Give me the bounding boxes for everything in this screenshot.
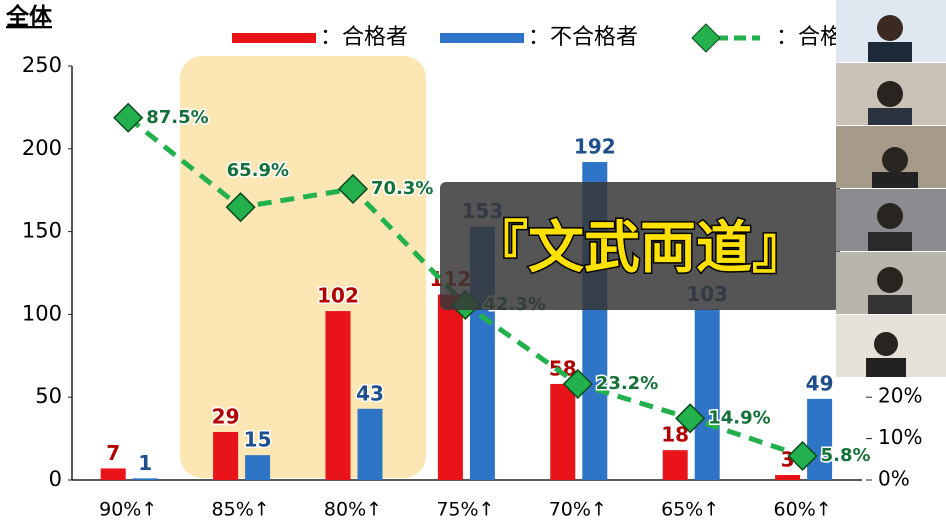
rate-label: 70.3% — [371, 178, 433, 199]
bar — [325, 311, 351, 480]
bar — [807, 398, 833, 480]
y2-tick-label: 20% — [878, 384, 922, 408]
rate-marker — [225, 192, 256, 223]
x-tick-label: 90%↑ — [99, 499, 157, 521]
legend-label: ：合格者 — [320, 25, 408, 50]
video-panels — [836, 0, 946, 377]
bar — [245, 455, 271, 480]
overlay-text: 『文武両道』 — [472, 216, 808, 281]
y-tick-label: 50 — [35, 384, 62, 408]
bar — [213, 431, 239, 480]
data-label: 1 — [138, 451, 152, 475]
y-tick-label: 0 — [49, 467, 62, 491]
data-label: 192 — [574, 135, 616, 159]
legend-swatch — [232, 33, 316, 43]
bar — [437, 294, 463, 480]
bar — [662, 450, 688, 480]
legend-swatch — [691, 23, 721, 53]
x-tick-label: 85%↑ — [212, 499, 270, 521]
x-tick-label: 70%↑ — [549, 499, 607, 521]
rate-label: 23.2% — [596, 373, 658, 394]
data-label: 49 — [806, 371, 834, 395]
data-label: 43 — [356, 381, 384, 405]
y-tick-label: 250 — [22, 53, 62, 77]
rate-marker — [337, 173, 369, 205]
rate-marker — [675, 403, 706, 434]
rate-label: 14.9% — [708, 407, 770, 428]
data-label: 29 — [212, 404, 240, 428]
bar — [550, 383, 576, 480]
rate-marker — [562, 368, 593, 400]
y-tick-label: 100 — [22, 301, 62, 325]
rate-marker — [787, 440, 818, 472]
highlight-band — [180, 56, 426, 478]
overlay-box — [440, 182, 840, 310]
chart-title: 全体 — [5, 3, 53, 30]
data-label: 102 — [317, 284, 359, 308]
bar — [132, 478, 158, 480]
data-label: 15 — [244, 428, 272, 452]
legend-label: ：不合格者 — [528, 25, 638, 50]
rate-label: 65.9% — [227, 160, 289, 181]
y-tick-label: 150 — [22, 219, 62, 243]
legend-swatch — [440, 33, 524, 43]
y-tick-label: 200 — [22, 136, 62, 160]
bar — [694, 309, 720, 480]
rate-label: 87.5% — [146, 107, 208, 128]
rate-label: 5.8% — [821, 445, 871, 466]
x-tick-label: 65%↑ — [661, 499, 719, 521]
bar — [100, 468, 126, 480]
rate-marker — [113, 102, 144, 133]
data-label: 7 — [106, 441, 120, 465]
x-tick-label: 75%↑ — [436, 499, 494, 521]
y2-tick-label: 10% — [878, 425, 922, 449]
x-tick-label: 60%↑ — [774, 499, 832, 521]
bar — [357, 408, 383, 480]
x-tick-label: 80%↑ — [324, 499, 382, 521]
y2-tick-label: 0% — [878, 467, 910, 491]
bar — [775, 475, 801, 480]
